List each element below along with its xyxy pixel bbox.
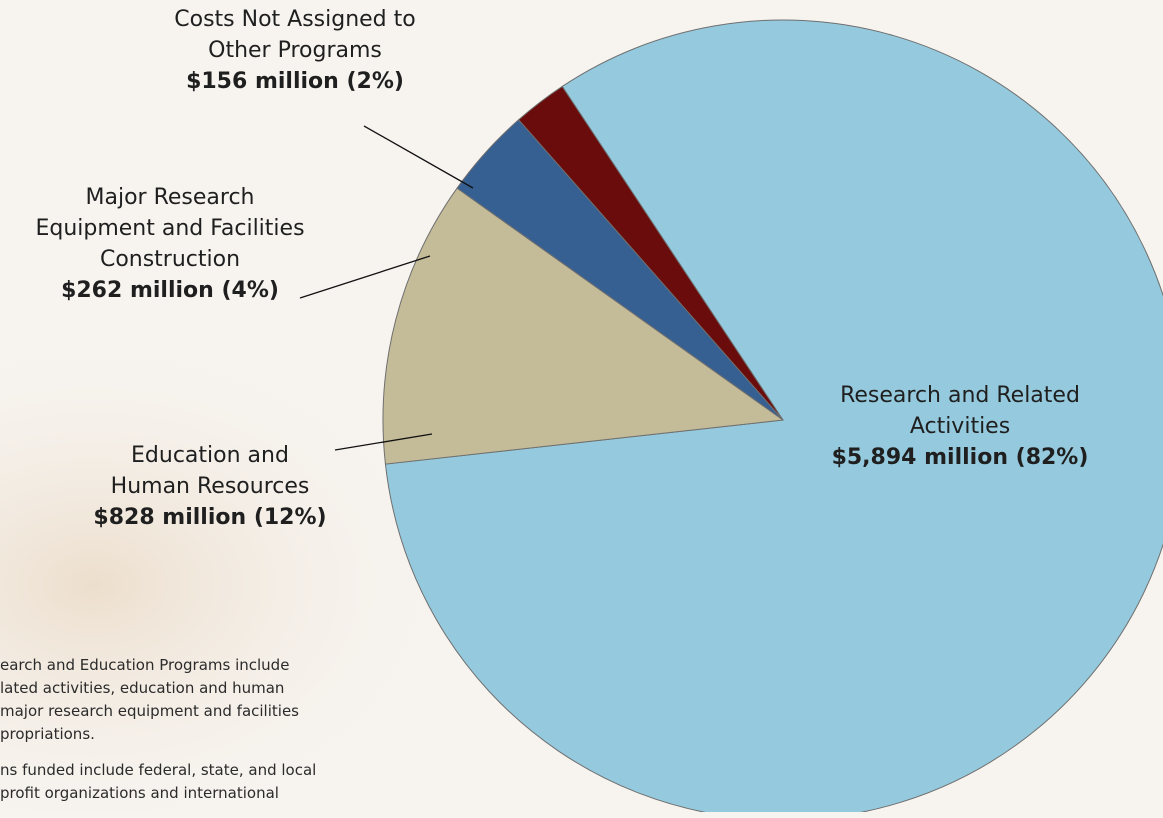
slice-label-major-research-equipment: Major Research Equipment and Facilities … (0, 182, 340, 306)
footnote-line: propriations. (0, 725, 95, 743)
footnote-paragraph-1: earch and Education Programs include lat… (0, 654, 470, 746)
slice-name-line: Research and Related (840, 383, 1080, 408)
slice-name-line: Activities (909, 414, 1011, 439)
slice-name-line: Costs Not Assigned to (174, 7, 416, 32)
pie-slice-research-related (384, 19, 1163, 812)
footnote-line: lated activities, education and human (0, 679, 285, 697)
footnote-line: major research equipment and facilities (0, 702, 299, 720)
slice-label-costs-not-assigned: Costs Not Assigned to Other Programs $15… (135, 4, 455, 97)
footnote-line: ns funded include federal, state, and lo… (0, 761, 317, 779)
slice-label-research-related: Research and Related Activities $5,894 m… (800, 380, 1120, 473)
slice-name-line: Education and (131, 443, 289, 468)
slice-value-label: $5,894 million (82%) (831, 445, 1089, 470)
leader-line-costs (363, 125, 474, 189)
slice-value-label: $828 million (12%) (93, 505, 327, 530)
footnote-paragraph-2: ns funded include federal, state, and lo… (0, 759, 470, 805)
slice-name-line: Construction (99, 247, 241, 272)
slice-name-line: Equipment and Facilities (35, 216, 305, 241)
leader-line-mrefc (299, 255, 431, 299)
slice-name-line: Other Programs (208, 38, 382, 63)
footnote: earch and Education Programs include lat… (0, 654, 470, 818)
slice-value-label: $262 million (4%) (61, 278, 279, 303)
slice-value-label: $156 million (2%) (186, 69, 404, 94)
slice-name-line: Major Research (85, 185, 255, 210)
slice-label-education: Education and Human Resources $828 milli… (70, 440, 350, 533)
footnote-line: earch and Education Programs include (0, 656, 290, 674)
pie-slice-costs-not-assigned (517, 85, 784, 421)
footnote-line: profit organizations and international (0, 784, 279, 802)
leader-line-education (334, 433, 433, 451)
pie-slice-education (382, 187, 785, 465)
slice-name-line: Human Resources (110, 474, 310, 499)
